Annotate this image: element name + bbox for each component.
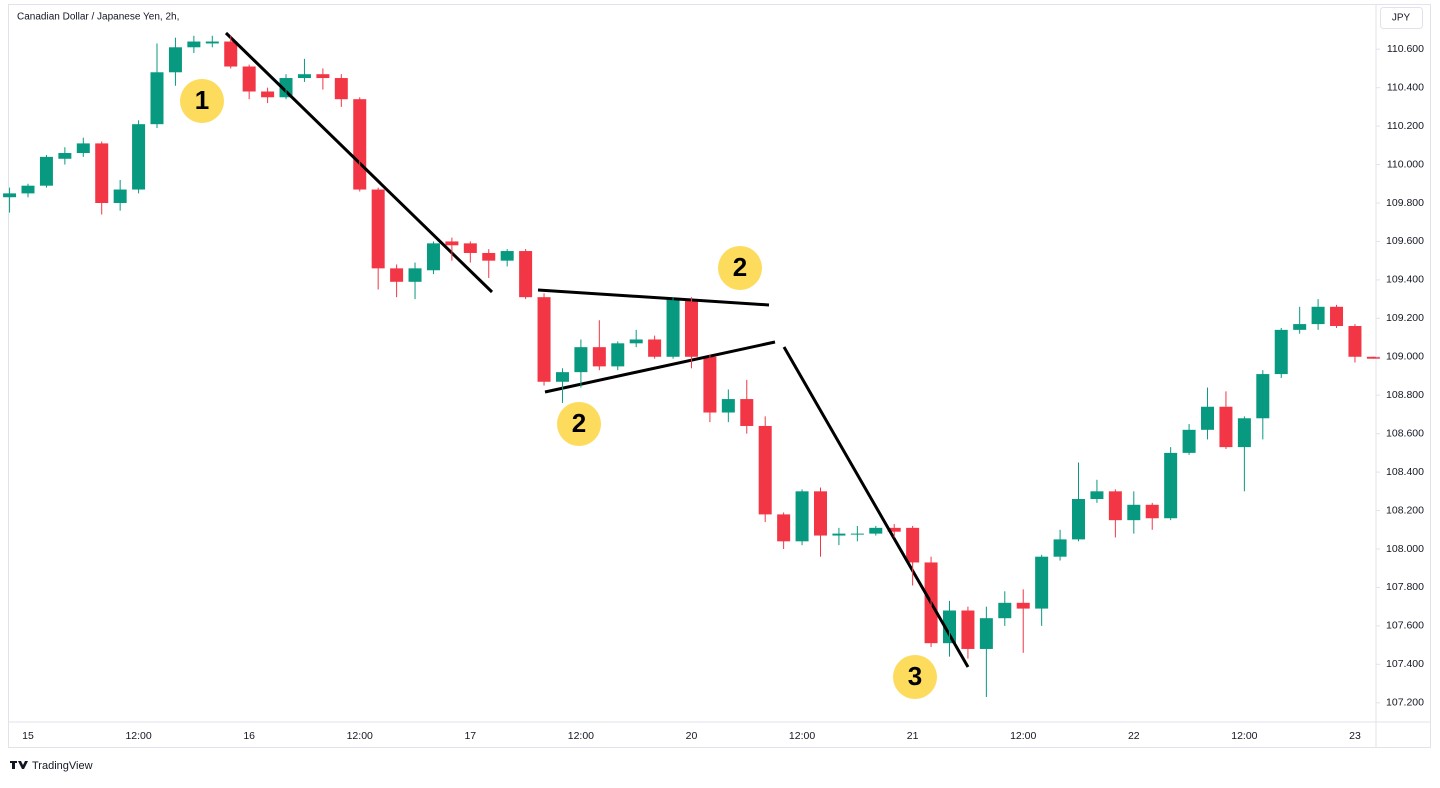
x-tick-label: 16 bbox=[243, 730, 255, 742]
y-tick-label: 107.800 bbox=[1386, 581, 1424, 593]
y-tick-label: 110.000 bbox=[1387, 158, 1424, 170]
drawings: 1 2 2 3 bbox=[180, 31, 970, 699]
y-tick-label: 109.600 bbox=[1386, 235, 1424, 247]
annotation-label: 2 bbox=[733, 252, 747, 282]
frame bbox=[8, 4, 1431, 748]
y-tick-label: 109.000 bbox=[1386, 351, 1424, 363]
trend-line bbox=[544, 340, 776, 394]
x-tick-label: 20 bbox=[686, 730, 698, 742]
x-tick-label: 22 bbox=[1128, 730, 1140, 742]
x-tick-label: 21 bbox=[907, 730, 919, 742]
y-tick-label: 110.600 bbox=[1387, 43, 1424, 55]
y-tick-label: 107.600 bbox=[1386, 620, 1424, 632]
y-tick-label: 109.800 bbox=[1386, 197, 1424, 209]
annotation-label: 3 bbox=[908, 661, 922, 691]
trend-line bbox=[782, 346, 970, 668]
x-tick-label: 17 bbox=[464, 730, 476, 742]
annotation-badge bbox=[893, 655, 937, 699]
x-tick-label: 15 bbox=[22, 730, 34, 742]
y-tick-label: 107.200 bbox=[1386, 697, 1424, 709]
y-tick-label: 107.400 bbox=[1386, 658, 1424, 670]
x-tick-label: 12:00 bbox=[347, 730, 373, 742]
annotation-label: 1 bbox=[195, 85, 209, 115]
logo-icon bbox=[10, 761, 28, 769]
annotation-badge bbox=[718, 246, 762, 290]
annotation-label: 2 bbox=[572, 408, 586, 438]
watermark: TradingView bbox=[32, 760, 93, 772]
y-tick-label: 108.800 bbox=[1386, 389, 1424, 401]
y-tick-label: 110.200 bbox=[1387, 120, 1424, 132]
y-tick-label: 109.200 bbox=[1386, 312, 1424, 324]
x-tick-label: 12:00 bbox=[568, 730, 594, 742]
x-tick-label: 12:00 bbox=[789, 730, 815, 742]
y-tick-label: 108.000 bbox=[1386, 543, 1424, 555]
y-tick-label: 108.200 bbox=[1386, 504, 1424, 516]
x-tick-label: 12:00 bbox=[125, 730, 151, 742]
x-tick-label: 23 bbox=[1349, 730, 1361, 742]
x-tick-label: 12:00 bbox=[1010, 730, 1036, 742]
y-tick-label: 109.400 bbox=[1386, 274, 1424, 286]
y-tick-label: 110.400 bbox=[1387, 81, 1424, 93]
y-tick-label: 108.400 bbox=[1386, 466, 1424, 478]
chart-title: Canadian Dollar / Japanese Yen, 2h, bbox=[17, 12, 179, 23]
currency-label[interactable]: JPY bbox=[1392, 13, 1411, 24]
trend-line bbox=[537, 288, 770, 307]
currency-box[interactable] bbox=[1380, 7, 1423, 29]
y-tick-label: 108.600 bbox=[1386, 427, 1424, 439]
annotation-badge bbox=[557, 402, 601, 446]
annotation-badge bbox=[180, 79, 224, 123]
trend-line bbox=[224, 31, 494, 294]
x-tick-label: 12:00 bbox=[1231, 730, 1257, 742]
